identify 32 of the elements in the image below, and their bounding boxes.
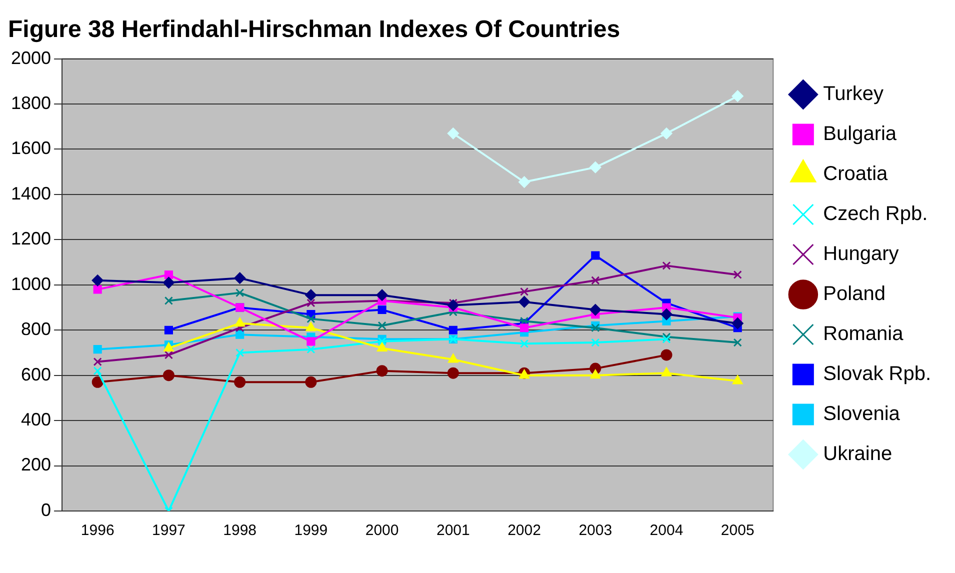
legend-label: Poland (823, 283, 886, 306)
x-tick-label: 1998 (223, 522, 257, 540)
y-tick-label: 1200 (10, 228, 52, 249)
legend-label: Slovenia (823, 403, 901, 426)
y-tick-label: 0 (41, 500, 52, 520)
x-tick-label: 1996 (80, 522, 114, 540)
x-tick-label: 2003 (578, 522, 612, 540)
x-tick-label: 2002 (508, 522, 541, 540)
y-tick-label: 800 (20, 319, 52, 340)
y-tick-label: 400 (20, 410, 52, 430)
legend-label: Bulgaria (823, 123, 898, 146)
chart-title: Figure 38 Herfindahl-Hirschman Indexes Of Countries (8, 16, 620, 44)
x-tick-label: 1999 (294, 522, 328, 540)
legend-label: Ukraine (823, 443, 892, 466)
legend-label: Croatia (823, 163, 889, 186)
y-tick-label: 1000 (10, 274, 52, 294)
y-tick-label: 600 (20, 364, 52, 384)
y-tick-label: 2000 (10, 48, 52, 68)
legend-label: Hungary (823, 243, 899, 266)
y-tick-label: 200 (20, 454, 52, 475)
legend-label: Czech Rpb. (823, 203, 928, 226)
y-tick-label: 1600 (10, 138, 52, 158)
x-tick-label: 2004 (650, 522, 684, 540)
legend-label: Romania (823, 323, 904, 346)
x-tick-label: 1997 (152, 522, 186, 540)
x-tick-label: 2005 (720, 522, 754, 540)
legend-label: Turkey (823, 83, 884, 106)
legend-label: Slovak Rpb. (823, 363, 932, 386)
y-tick-label: 1400 (10, 183, 52, 204)
x-tick-label: 2001 (436, 522, 470, 540)
y-tick-label: 1800 (10, 92, 52, 113)
x-tick-label: 2000 (365, 522, 399, 540)
